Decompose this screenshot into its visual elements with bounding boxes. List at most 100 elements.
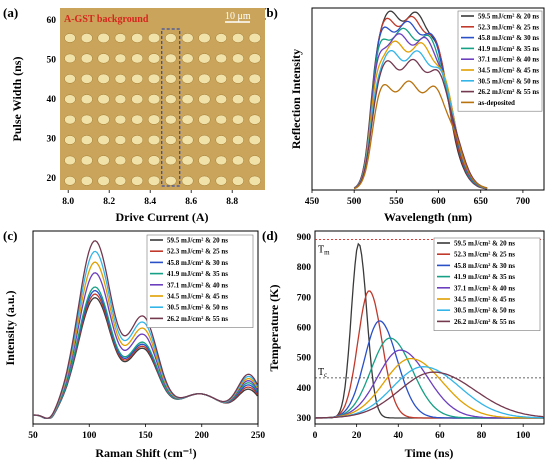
temperature-curve xyxy=(314,371,544,419)
legend-box xyxy=(433,237,541,331)
written-spot xyxy=(198,73,211,84)
x-tick-label: 450 xyxy=(305,197,320,207)
y-tick-label: 300 xyxy=(297,414,312,424)
written-spot xyxy=(165,53,177,64)
written-spot xyxy=(131,114,144,125)
written-spot xyxy=(147,32,161,44)
x-tick-label: 100 xyxy=(516,431,531,441)
written-spot xyxy=(114,176,127,186)
written-spot xyxy=(181,94,194,105)
highlight-column-box xyxy=(161,28,181,187)
written-spot xyxy=(64,135,76,145)
x-tick-label: 550 xyxy=(389,197,404,207)
written-spot xyxy=(198,94,211,105)
written-spot xyxy=(114,135,127,145)
x-axis-title: Wavelength (nm) xyxy=(384,210,472,224)
written-spot xyxy=(181,114,194,125)
background-label: A-GST background xyxy=(64,14,149,25)
written-spot xyxy=(165,94,177,104)
written-spot xyxy=(232,73,244,84)
x-tick-label: 8.6 xyxy=(185,197,197,207)
written-spot xyxy=(97,114,110,125)
written-spot xyxy=(165,155,177,166)
written-spot xyxy=(114,74,127,84)
written-spot xyxy=(232,114,244,125)
written-spot xyxy=(97,73,110,84)
x-tick-label: 20 xyxy=(352,431,362,441)
written-spot xyxy=(248,53,261,64)
written-spot xyxy=(97,155,110,166)
written-spot xyxy=(198,114,211,125)
y-tick-label: 800 xyxy=(297,263,312,273)
x-axis-title: Raman Shift (cm⁻¹) xyxy=(95,446,196,460)
written-spot xyxy=(248,175,261,186)
written-spot xyxy=(165,33,177,43)
legend-label: as-deposited xyxy=(478,99,515,107)
written-spot xyxy=(181,53,194,64)
x-axis-title: Time (ns) xyxy=(405,446,454,460)
x-tick-label: 500 xyxy=(347,197,362,207)
written-spot xyxy=(232,53,244,64)
spectrum-line xyxy=(353,58,488,190)
x-tick-label: 50 xyxy=(28,431,38,441)
written-spot xyxy=(80,53,93,64)
written-spot xyxy=(232,175,244,186)
x-tick-label: 8.0 xyxy=(62,197,74,207)
written-spot xyxy=(165,176,177,186)
written-spot xyxy=(64,53,76,64)
written-spot xyxy=(97,134,110,146)
written-spot xyxy=(215,33,227,43)
legend-label: 30.5 mJ/cm² & 50 ns xyxy=(478,77,539,85)
x-tick-label: 650 xyxy=(474,197,489,207)
written-spot xyxy=(64,94,76,104)
legend-label: 30.5 mJ/cm² & 50 ns xyxy=(454,307,515,315)
tc-subscript: c xyxy=(324,371,327,379)
written-spot xyxy=(80,33,93,43)
written-spot xyxy=(131,73,144,84)
legend-label: 37.1 mJ/cm² & 40 ns xyxy=(167,281,228,289)
panel-letter-d: (d) xyxy=(262,228,278,243)
written-spot xyxy=(181,73,194,84)
y-tick-label: 600 xyxy=(297,324,312,334)
plot-frame xyxy=(314,230,545,425)
y-axis-title: Pulse Width (ns) xyxy=(10,57,24,142)
written-spot xyxy=(114,94,127,104)
written-spot xyxy=(147,53,161,64)
y-tick-label: 400 xyxy=(297,384,312,394)
panel-b-reflection-spectra: 59.5 mJ/cm² & 20 ns 52.3 mJ/cm² & 25 ns 45… xyxy=(289,7,545,224)
written-spot xyxy=(147,94,161,105)
x-tick-label: 200 xyxy=(195,431,210,441)
tm-subscript: m xyxy=(324,248,330,256)
legend-label: 59.5 mJ/cm² & 20 ns xyxy=(167,237,228,245)
x-tick-label: 0 xyxy=(313,431,318,441)
legend-label: 59.5 mJ/cm² & 20 ns xyxy=(454,240,515,248)
written-spot xyxy=(147,175,161,186)
legend-label: 52.3 mJ/cm² & 25 ns xyxy=(478,23,539,31)
written-spot xyxy=(64,155,76,166)
written-spot xyxy=(165,74,177,84)
x-axis-title: Drive Current (A) xyxy=(115,210,208,224)
written-spot xyxy=(181,33,194,43)
legend-label: 30.5 mJ/cm² & 50 ns xyxy=(167,304,228,312)
written-spot xyxy=(248,94,261,105)
panel-letter-a: (a) xyxy=(3,5,18,20)
written-spot xyxy=(131,175,144,186)
written-spot xyxy=(80,94,93,105)
y-tick-label: 700 xyxy=(297,293,312,303)
y-tick-label: 500 xyxy=(297,354,312,364)
x-tick-label: 700 xyxy=(516,197,531,207)
legend-label: 26.2 mJ/cm² & 55 ns xyxy=(167,315,228,323)
legend: 59.5 mJ/cm² & 20 ns 52.3 mJ/cm² & 25 ns 45… xyxy=(457,10,543,112)
temperature-curve xyxy=(315,366,544,419)
written-spot xyxy=(131,33,144,43)
written-spot xyxy=(215,94,227,104)
raman-line xyxy=(33,240,258,419)
y-tick-labels: 20 30 40 50 60 xyxy=(47,16,57,184)
legend-box xyxy=(457,10,543,112)
x-tick-labels: 0 20 40 60 80 100 xyxy=(313,424,531,441)
written-spot xyxy=(97,53,110,64)
written-spot xyxy=(131,135,144,145)
legend-label: 37.1 mJ/cm² & 40 ns xyxy=(454,284,515,292)
spectrum-lines xyxy=(353,10,488,190)
legend-label: 52.3 mJ/cm² & 25 ns xyxy=(454,251,515,259)
